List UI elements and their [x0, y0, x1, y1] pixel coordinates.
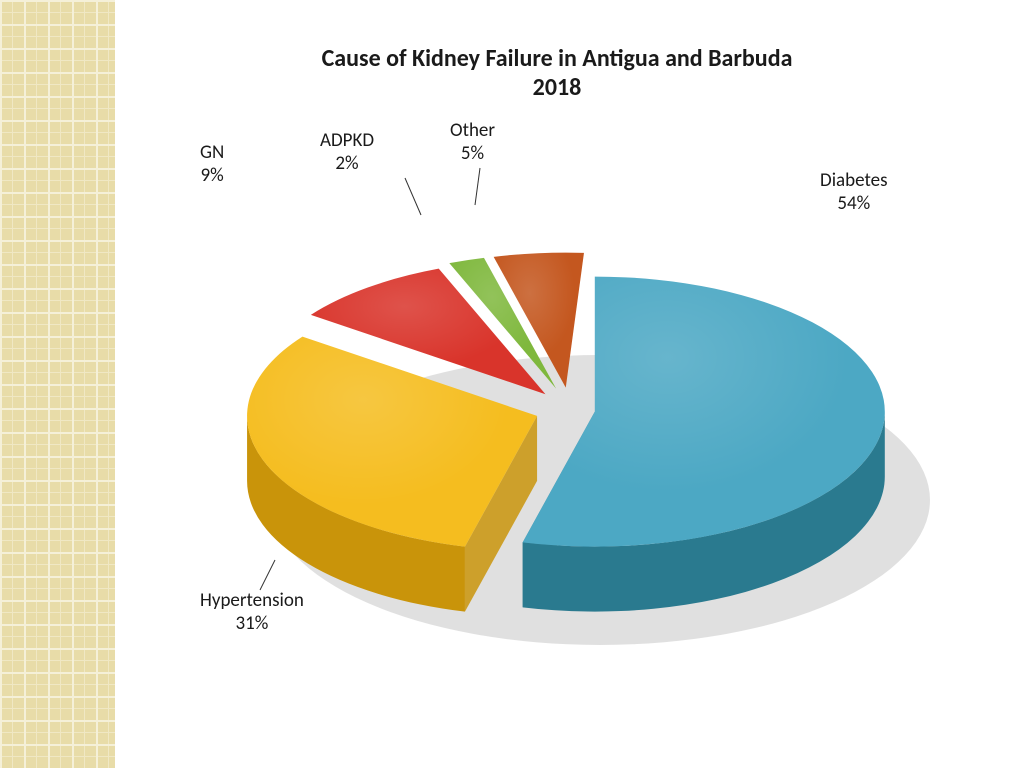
leader-hypertension — [260, 560, 275, 590]
chart-title: Cause of Kidney Failure in Antigua and B… — [150, 45, 964, 103]
label-diabetes: Diabetes 54% — [820, 170, 888, 216]
label-hypertension: Hypertension 31% — [200, 590, 304, 636]
leader-other — [475, 168, 480, 205]
leader-adpkd — [405, 178, 421, 215]
pie-chart: Diabetes 54% Hypertension 31% GN 9% ADPK… — [140, 130, 980, 690]
label-other: Other 5% — [450, 120, 495, 166]
sidebar-pattern — [0, 0, 115, 768]
label-adpkd: ADPKD 2% — [320, 130, 374, 176]
title-line-2: 2018 — [150, 74, 964, 103]
label-gn: GN 9% — [200, 142, 224, 188]
title-line-1: Cause of Kidney Failure in Antigua and B… — [150, 45, 964, 74]
